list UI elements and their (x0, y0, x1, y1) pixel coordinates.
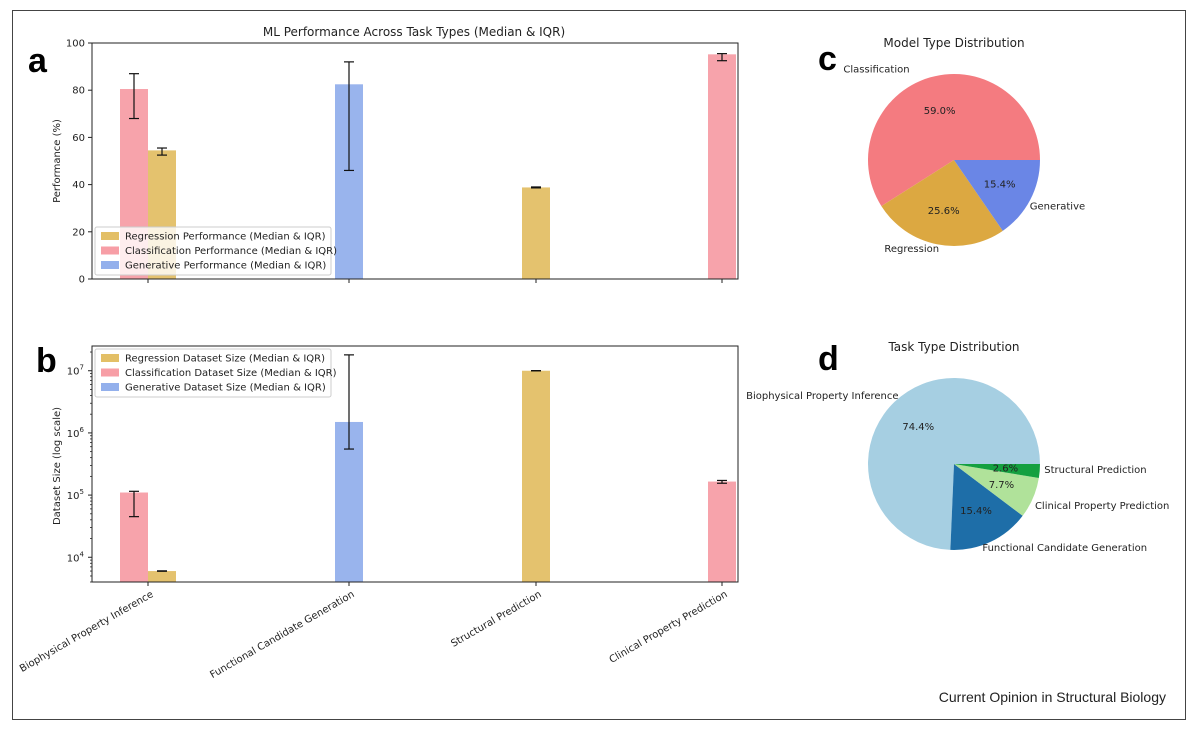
chart-d-title: Task Type Distribution (887, 340, 1019, 354)
ytick-label-exp: 4 (80, 550, 85, 558)
pie-label: Clinical Property Prediction (1035, 501, 1169, 512)
bar-b-regression-0 (148, 571, 176, 582)
ytick-label-a: 100 (66, 39, 85, 50)
legend-a-box (94, 226, 332, 276)
ytick-label-base: 10 (67, 367, 80, 378)
journal-footer: Current Opinion in Structural Biology (939, 689, 1166, 705)
xtick-label: Functional Candidate Generation (208, 589, 356, 681)
legend-a-label-classification: Classification Performance (Median & IQR… (125, 246, 337, 257)
bar-b-regression-2 (522, 370, 550, 582)
legend-a: Regression Performance (Median & IQR) Cla… (94, 226, 337, 276)
ytick-label-base: 10 (67, 553, 80, 564)
legend-b-label-generative: Generative Dataset Size (Median & IQR) (125, 383, 326, 394)
pie-pct-label: 59.0% (924, 106, 956, 117)
pie-label: Biophysical Property Inference (746, 391, 898, 402)
pie-label: Regression (884, 244, 939, 255)
ytick-label-a: 80 (72, 86, 85, 97)
pie-pct-label: 7.7% (989, 480, 1014, 491)
pie-slice-generative (954, 160, 1040, 231)
legend-b-label-classification: Classification Dataset Size (Median & IQ… (125, 368, 337, 379)
pie-slice-functional-candidate-generation (950, 464, 1023, 550)
chart-a-plot: 0 20 40 60 80 100 Regression Performance (Medi… (66, 39, 739, 286)
ytick-label-base: 10 (67, 491, 80, 502)
legend-b-swatch-regression (101, 354, 119, 362)
pie-pct-label: 25.6% (928, 206, 960, 217)
x-tick-labels: Biophysical Property Inference Functional… (18, 589, 730, 681)
chart-c-pie: 59.0% Classification 25.6% Regression 15.4% G… (843, 65, 1085, 256)
bar-a-regression-2 (522, 187, 550, 279)
axes-a-frame (91, 42, 739, 280)
pie-slice-biophysical-property-inference (868, 377, 1040, 550)
xtick-label: Structural Prediction (449, 589, 543, 650)
chart-a-ylabel: Performance (%) (52, 119, 63, 203)
panel-letter-c: c (818, 40, 837, 78)
chart-d-pie: 74.4% Biophysical Property Inference 15.4%… (746, 377, 1169, 554)
legend-a-label-generative: Generative Performance (Median & IQR) (125, 261, 326, 272)
legend-b-swatch-generative (101, 383, 119, 391)
ytick-label-exp: 5 (80, 488, 84, 496)
pie-label: Classification (843, 65, 909, 76)
ytick-label-base: 10 (67, 429, 80, 440)
ytick-label-b: 107 (67, 364, 84, 378)
figure-frame (12, 10, 1186, 720)
legend-a-swatch-classification (101, 246, 119, 255)
axes-b-frame (91, 345, 739, 583)
legend-a-swatch-generative (101, 261, 119, 269)
pie-slice-classification (868, 74, 1040, 207)
ytick-label-a: 40 (72, 180, 85, 191)
panel-letter-d: d (818, 340, 839, 378)
ytick-label-a: 20 (72, 227, 85, 238)
pie-label: Generative (1030, 202, 1085, 213)
legend-a-label-regression: Regression Performance (Median & IQR) (125, 232, 326, 243)
pie-pct-label: 2.6% (993, 464, 1018, 475)
xtick-label: Clinical Property Prediction (608, 589, 730, 666)
ytick-label-exp: 7 (80, 364, 84, 372)
ytick-label-b: 105 (67, 488, 84, 502)
pie-pct-label: 15.4% (960, 506, 992, 517)
legend-b-swatch-classification (101, 368, 119, 377)
ytick-label-b: 106 (67, 426, 85, 440)
ytick-label-a: 60 (72, 133, 85, 144)
chart-c-title: Model Type Distribution (883, 36, 1024, 50)
chart-a-title: ML Performance Across Task Types (Median… (263, 25, 565, 39)
pie-pct-label: 15.4% (984, 180, 1016, 191)
pie-slice-clinical-property-prediction (954, 464, 1039, 516)
pie-slice-regression (881, 160, 1003, 247)
panel-letter-a: a (28, 42, 48, 80)
pie-label: Functional Candidate Generation (982, 543, 1147, 554)
bar-a-classification-3 (708, 54, 736, 279)
ytick-label-exp: 6 (80, 426, 85, 434)
xtick-label: Biophysical Property Inference (18, 589, 156, 675)
pie-slice-structural-prediction (954, 464, 1040, 478)
legend-b: Regression Dataset Size (Median & IQR) Cl… (94, 348, 337, 398)
pie-label: Structural Prediction (1044, 465, 1146, 476)
chart-b-ylabel: Dataset Size (log scale) (52, 407, 63, 525)
panel-letter-b: b (36, 342, 57, 380)
ytick-label-a: 0 (79, 275, 85, 286)
ytick-label-b: 104 (67, 550, 85, 564)
legend-b-box (94, 348, 332, 398)
legend-a-swatch-regression (101, 232, 119, 240)
legend-b-label-regression: Regression Dataset Size (Median & IQR) (125, 354, 325, 365)
bar-b-classification-3 (708, 481, 736, 582)
pie-pct-label: 74.4% (902, 422, 934, 433)
